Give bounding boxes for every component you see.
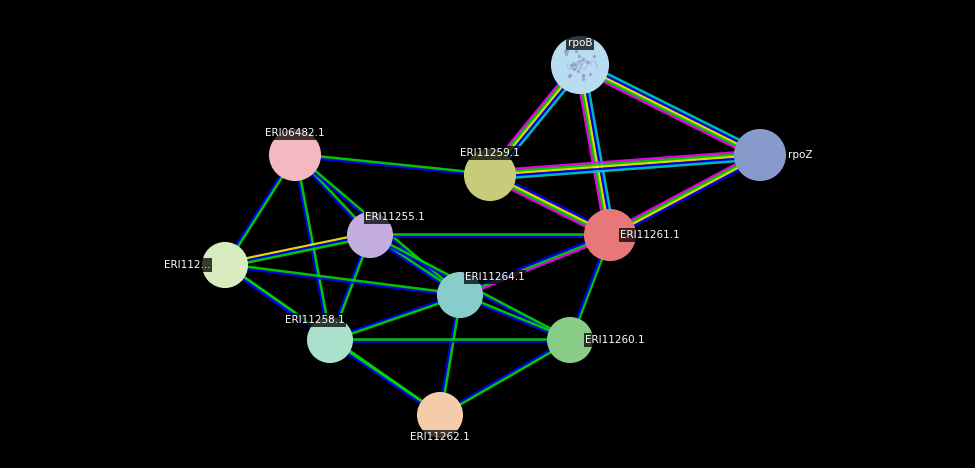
Text: rpoZ: rpoZ xyxy=(788,150,812,160)
Circle shape xyxy=(735,130,785,180)
Circle shape xyxy=(585,210,635,260)
Circle shape xyxy=(465,150,515,200)
Circle shape xyxy=(548,318,592,362)
Circle shape xyxy=(552,37,608,93)
Circle shape xyxy=(308,318,352,362)
Circle shape xyxy=(270,130,320,180)
Text: rpoB: rpoB xyxy=(567,38,592,48)
Circle shape xyxy=(438,273,482,317)
Circle shape xyxy=(348,213,392,257)
Circle shape xyxy=(418,393,462,437)
Text: ERI11260.1: ERI11260.1 xyxy=(585,335,644,345)
Text: ERI11262.1: ERI11262.1 xyxy=(410,432,470,442)
Text: ERI11264.1: ERI11264.1 xyxy=(465,272,525,282)
Text: ERI11261.1: ERI11261.1 xyxy=(620,230,680,240)
Circle shape xyxy=(203,243,247,287)
Text: ERI11255.1: ERI11255.1 xyxy=(365,212,425,222)
Text: ERI11259.1: ERI11259.1 xyxy=(460,148,520,158)
Text: ERI06482.1: ERI06482.1 xyxy=(265,128,325,138)
Text: ERI11258.1: ERI11258.1 xyxy=(285,315,345,325)
Text: ERI112...: ERI112... xyxy=(164,260,211,270)
